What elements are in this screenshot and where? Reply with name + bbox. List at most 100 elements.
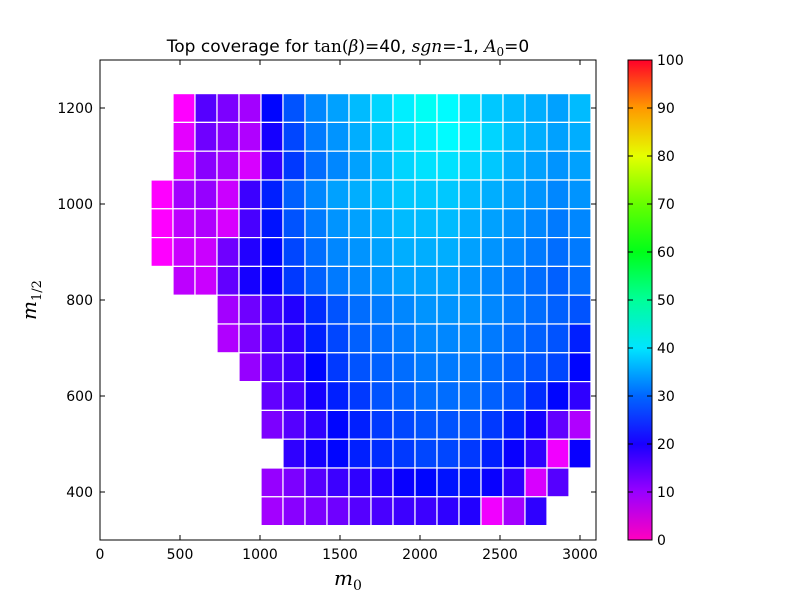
heatmap-cell (546, 352, 570, 383)
title-sgn-value: =-1, (442, 37, 484, 57)
heatmap-cell (436, 179, 460, 210)
heatmap-cell (524, 496, 548, 527)
heatmap-cell (568, 438, 592, 469)
heatmap-cell (546, 179, 570, 210)
heatmap-cell (216, 179, 240, 210)
heatmap-cell (260, 150, 284, 181)
y-tick-label: 600 (66, 389, 93, 405)
heatmap-cell (326, 265, 350, 296)
heatmap-cell (304, 352, 328, 383)
heatmap-cell (370, 467, 394, 498)
heatmap-cell (238, 208, 262, 239)
heatmap-cell (414, 467, 438, 498)
heatmap-cell (304, 438, 328, 469)
heatmap-cell (216, 294, 240, 325)
heatmap-cell (260, 352, 284, 383)
heatmap-cell (546, 294, 570, 325)
heatmap-cell (216, 150, 240, 181)
heatmap-cell (282, 381, 306, 412)
heatmap-cell (568, 381, 592, 412)
x-axis-ticks: 0 500 1000 1500 2000 2500 3000 (96, 60, 598, 563)
heatmap-cell (348, 208, 372, 239)
heatmap-cell (282, 323, 306, 354)
heatmap-cell (414, 409, 438, 440)
heatmap-cell (568, 121, 592, 152)
heatmap-cell (436, 208, 460, 239)
heatmap-cell (172, 265, 196, 296)
heatmap-cells (150, 92, 592, 527)
colorbar-tick-label: 40 (657, 341, 675, 357)
heatmap-cell (546, 467, 570, 498)
heatmap-cell (370, 496, 394, 527)
heatmap-cell (458, 150, 482, 181)
x-axis-label: m0 (334, 566, 362, 594)
heatmap-cell (502, 409, 526, 440)
colorbar-tick-label: 20 (657, 437, 675, 453)
heatmap-cell (414, 265, 438, 296)
heatmap-cell (172, 179, 196, 210)
heatmap-cell (216, 237, 240, 268)
heatmap-cell (502, 265, 526, 296)
title-tan-close: ) (358, 37, 365, 57)
heatmap-cell (480, 208, 504, 239)
heatmap-cell (502, 179, 526, 210)
heatmap-cell (194, 208, 218, 239)
y-axis-ticks: 400 600 800 1000 1200 (57, 101, 596, 501)
heatmap-cell (238, 179, 262, 210)
heatmap-cell (546, 208, 570, 239)
heatmap-cell (524, 352, 548, 383)
heatmap-cell (194, 265, 218, 296)
heatmap-cell (370, 92, 394, 123)
heatmap-cell (524, 323, 548, 354)
heatmap-cell (392, 496, 416, 527)
heatmap-cell (260, 237, 284, 268)
heatmap-cell (194, 121, 218, 152)
heatmap-cell (348, 438, 372, 469)
heatmap-cell (458, 323, 482, 354)
x-tick-label: 3000 (562, 547, 598, 563)
heatmap-cell (282, 438, 306, 469)
heatmap-cell (546, 381, 570, 412)
heatmap-cell (480, 352, 504, 383)
heatmap-cell (326, 438, 350, 469)
heatmap-cell (260, 496, 284, 527)
heatmap-cell (524, 467, 548, 498)
heatmap-cell (282, 265, 306, 296)
heatmap-cell (304, 409, 328, 440)
heatmap-cell (392, 265, 416, 296)
heatmap-cell (392, 237, 416, 268)
heatmap-cell (260, 121, 284, 152)
heatmap-cell (502, 294, 526, 325)
heatmap-cell (304, 150, 328, 181)
heatmap-cell (502, 496, 526, 527)
x-tick-label: 1000 (242, 547, 278, 563)
heatmap-cell (414, 496, 438, 527)
heatmap-cell (414, 92, 438, 123)
heatmap-cell (414, 294, 438, 325)
heatmap-cell (480, 121, 504, 152)
y-tick-label: 800 (66, 293, 93, 309)
heatmap-cell (194, 92, 218, 123)
heatmap-cell (282, 121, 306, 152)
heatmap-cell (348, 496, 372, 527)
heatmap-cell (436, 467, 460, 498)
heatmap-cell (326, 467, 350, 498)
heatmap-cell (348, 179, 372, 210)
heatmap-cell (568, 294, 592, 325)
heatmap-cell (370, 150, 394, 181)
heatmap-cell (260, 92, 284, 123)
heatmap-cell (392, 323, 416, 354)
y-axis-label-sub: 1/2 (30, 280, 45, 301)
heatmap-cell (414, 179, 438, 210)
heatmap-cell (458, 467, 482, 498)
heatmap-cell (458, 294, 482, 325)
title-a-symbol: A (482, 37, 496, 57)
heatmap-cell (392, 121, 416, 152)
heatmap-cell (260, 467, 284, 498)
heatmap-cell (392, 179, 416, 210)
heatmap-cell (502, 381, 526, 412)
x-axis-label-symbol: m (334, 566, 353, 590)
heatmap-cell (348, 323, 372, 354)
